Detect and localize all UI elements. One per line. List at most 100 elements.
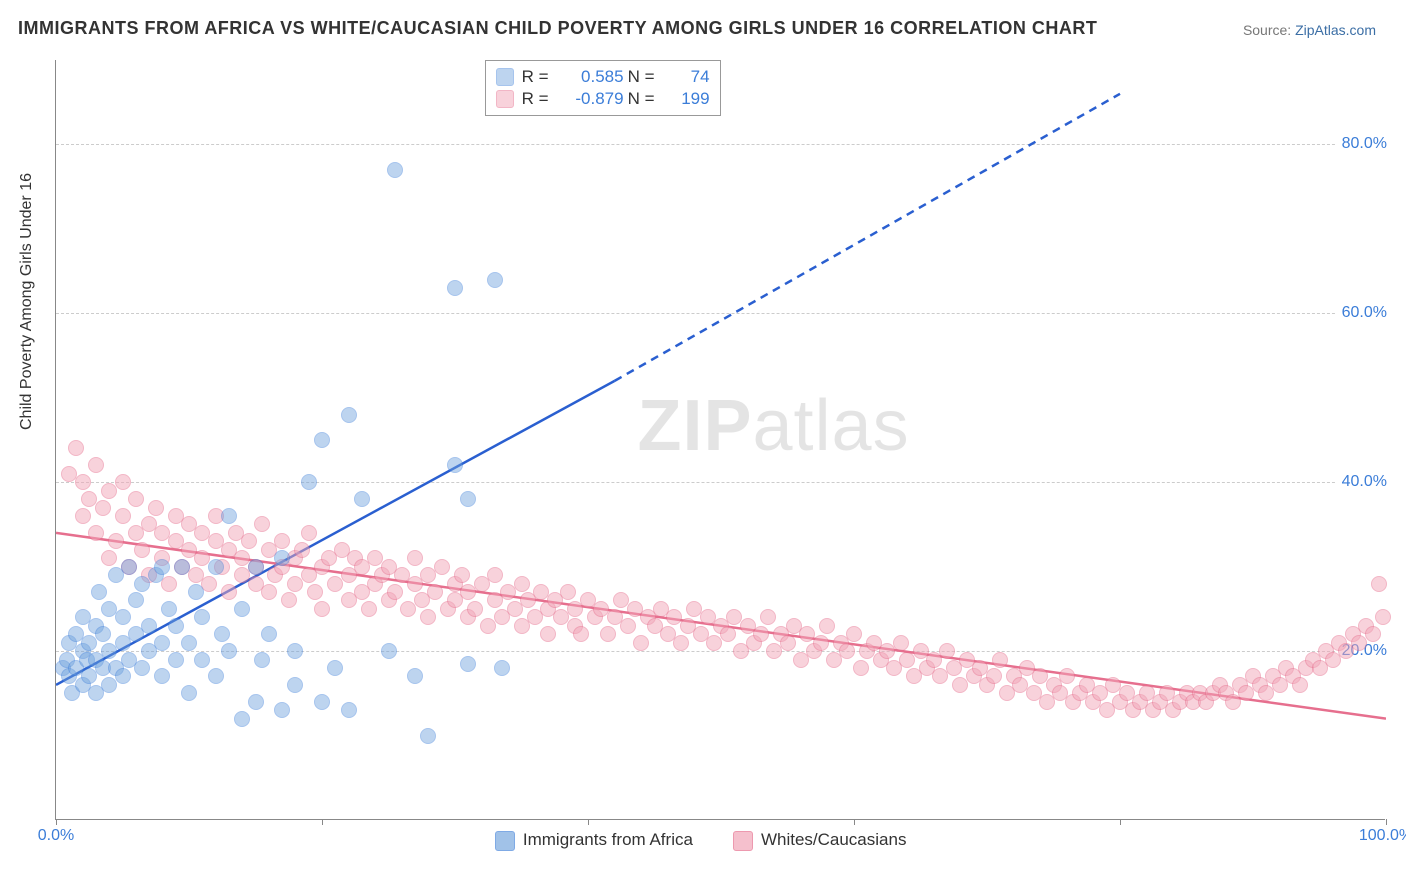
- data-point-pink: [115, 474, 131, 490]
- data-point-blue: [327, 660, 343, 676]
- data-point-blue: [447, 457, 463, 473]
- data-point-pink: [939, 643, 955, 659]
- data-point-blue: [174, 559, 190, 575]
- data-point-blue: [387, 162, 403, 178]
- stats-R-value: 0.585: [560, 67, 624, 87]
- series-legend: Immigrants from Africa Whites/Caucasians: [495, 830, 907, 851]
- data-point-pink: [813, 635, 829, 651]
- data-point-pink: [254, 516, 270, 532]
- data-point-pink: [846, 626, 862, 642]
- data-point-pink: [1371, 576, 1387, 592]
- data-point-pink: [261, 584, 277, 600]
- data-point-pink: [540, 626, 556, 642]
- data-point-pink: [301, 525, 317, 541]
- data-point-blue: [301, 474, 317, 490]
- source-label: Source:: [1243, 22, 1291, 38]
- data-point-blue: [168, 618, 184, 634]
- data-point-blue: [161, 601, 177, 617]
- data-point-pink: [454, 567, 470, 583]
- data-point-pink: [387, 584, 403, 600]
- data-point-blue: [287, 677, 303, 693]
- data-point-blue: [181, 685, 197, 701]
- stats-swatch: [496, 90, 514, 108]
- data-point-blue: [494, 660, 510, 676]
- data-point-pink: [760, 609, 776, 625]
- data-point-blue: [134, 660, 150, 676]
- data-point-pink: [108, 533, 124, 549]
- data-point-pink: [407, 550, 423, 566]
- stats-N-key: N =: [628, 89, 662, 109]
- data-point-blue: [221, 643, 237, 659]
- data-point-blue: [208, 559, 224, 575]
- data-point-pink: [115, 508, 131, 524]
- data-point-pink: [221, 584, 237, 600]
- data-point-blue: [234, 601, 250, 617]
- data-point-pink: [992, 652, 1008, 668]
- stats-N-value: 74: [666, 67, 710, 87]
- data-point-blue: [381, 643, 397, 659]
- data-point-blue: [181, 635, 197, 651]
- data-point-pink: [633, 635, 649, 651]
- stats-N-key: N =: [628, 67, 662, 87]
- data-point-blue: [487, 272, 503, 288]
- plot-area: 20.0%40.0%60.0%80.0%0.0%100.0%ZIPatlas R…: [55, 60, 1385, 820]
- data-point-blue: [154, 668, 170, 684]
- data-point-pink: [1375, 609, 1391, 625]
- data-point-pink: [560, 584, 576, 600]
- data-point-blue: [128, 592, 144, 608]
- data-point-pink: [274, 533, 290, 549]
- data-point-pink: [75, 474, 91, 490]
- data-point-pink: [753, 626, 769, 642]
- data-point-pink: [1059, 668, 1075, 684]
- data-point-blue: [168, 652, 184, 668]
- data-point-blue: [208, 668, 224, 684]
- data-point-pink: [68, 440, 84, 456]
- chart-title: IMMIGRANTS FROM AFRICA VS WHITE/CAUCASIA…: [18, 18, 1097, 39]
- data-point-pink: [720, 626, 736, 642]
- data-point-blue: [261, 626, 277, 642]
- data-point-blue: [194, 652, 210, 668]
- data-point-blue: [154, 559, 170, 575]
- data-point-pink: [514, 576, 530, 592]
- data-point-pink: [88, 525, 104, 541]
- data-point-blue: [287, 643, 303, 659]
- data-point-pink: [281, 592, 297, 608]
- data-point-blue: [154, 635, 170, 651]
- chart-container: IMMIGRANTS FROM AFRICA VS WHITE/CAUCASIA…: [0, 0, 1406, 892]
- data-point-pink: [134, 542, 150, 558]
- legend-label: Whites/Caucasians: [761, 830, 907, 849]
- data-point-blue: [254, 652, 270, 668]
- data-point-pink: [128, 491, 144, 507]
- stats-N-value: 199: [666, 89, 710, 109]
- legend-item: Immigrants from Africa: [495, 830, 693, 851]
- legend-item: Whites/Caucasians: [733, 830, 907, 851]
- data-point-blue: [115, 668, 131, 684]
- data-point-blue: [420, 728, 436, 744]
- data-point-pink: [148, 500, 164, 516]
- data-point-pink: [487, 567, 503, 583]
- x-tick-mark: [1386, 819, 1387, 825]
- data-point-pink: [819, 618, 835, 634]
- data-point-pink: [780, 635, 796, 651]
- data-point-pink: [434, 559, 450, 575]
- data-point-pink: [361, 601, 377, 617]
- data-point-pink: [839, 643, 855, 659]
- data-point-blue: [460, 491, 476, 507]
- data-point-blue: [314, 432, 330, 448]
- stats-R-key: R =: [522, 89, 556, 109]
- data-point-pink: [467, 601, 483, 617]
- data-point-blue: [248, 694, 264, 710]
- data-point-pink: [88, 457, 104, 473]
- correlation-stats-box: R = 0.585 N = 74 R = -0.879 N = 199: [485, 60, 721, 116]
- data-point-pink: [314, 601, 330, 617]
- data-point-pink: [95, 500, 111, 516]
- data-point-blue: [314, 694, 330, 710]
- data-point-pink: [600, 626, 616, 642]
- data-point-blue: [221, 508, 237, 524]
- stats-R-value: -0.879: [560, 89, 624, 109]
- stats-R-key: R =: [522, 67, 556, 87]
- data-point-blue: [354, 491, 370, 507]
- data-point-pink: [294, 542, 310, 558]
- data-point-blue: [91, 584, 107, 600]
- legend-label: Immigrants from Africa: [523, 830, 693, 849]
